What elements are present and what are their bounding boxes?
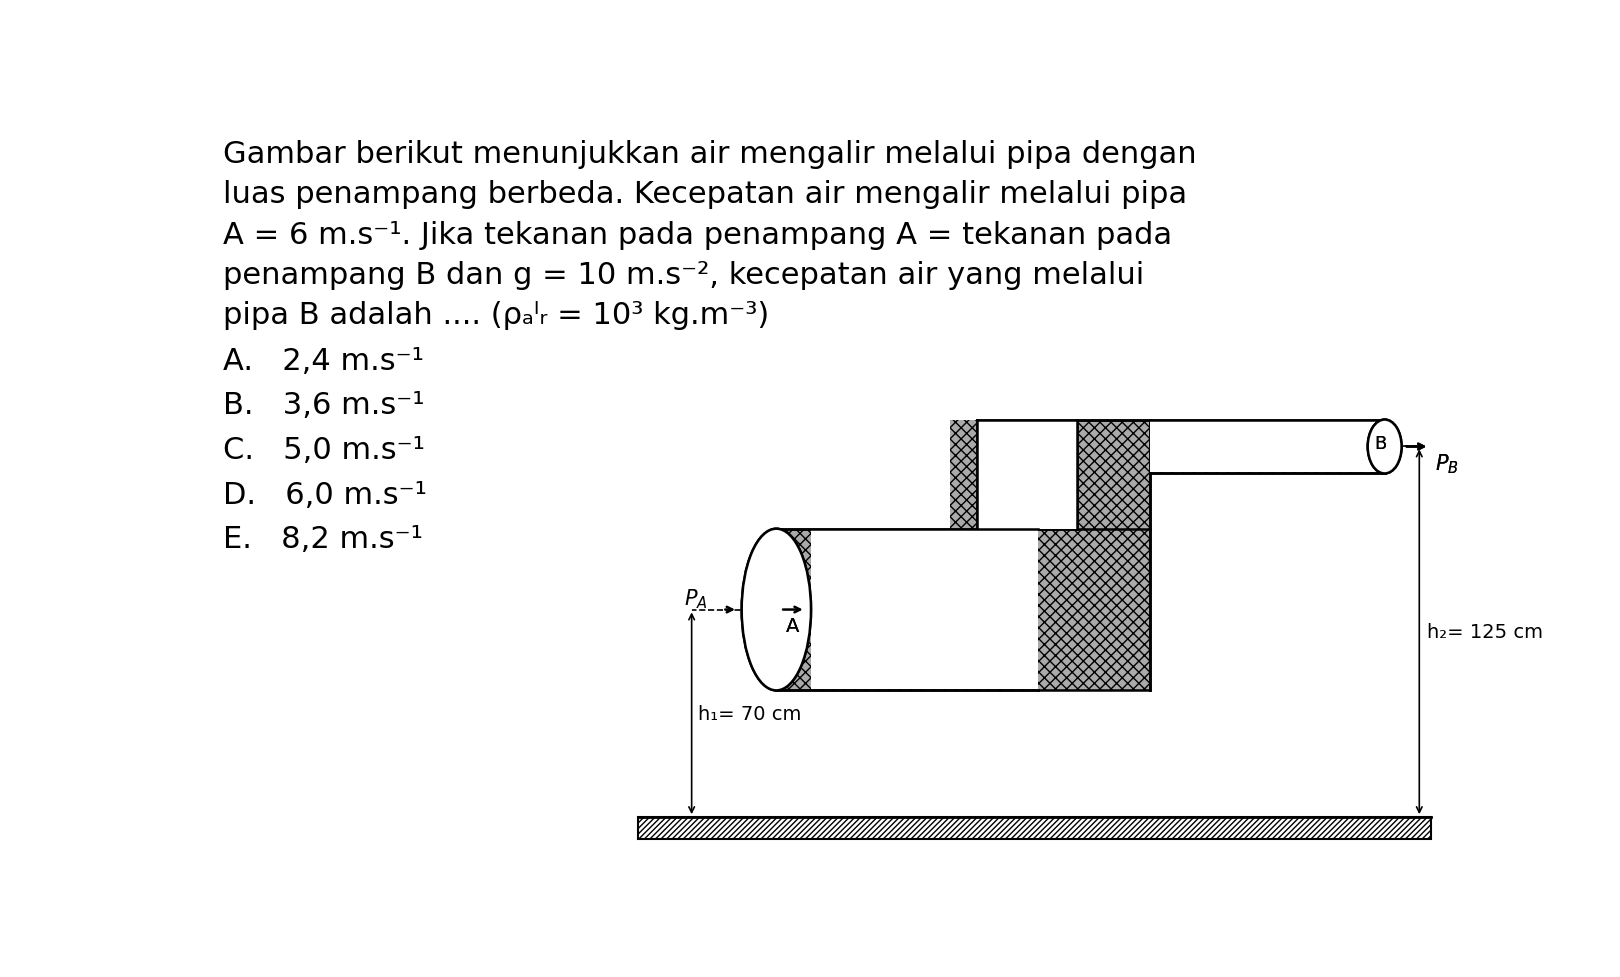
- Bar: [977, 420, 1077, 530]
- Text: B: B: [1375, 434, 1387, 452]
- Text: $P_A$: $P_A$: [684, 586, 708, 611]
- Text: $P_B$: $P_B$: [1435, 452, 1458, 476]
- Text: B.   3,6 m.s⁻¹: B. 3,6 m.s⁻¹: [224, 391, 424, 420]
- Text: A.   2,4 m.s⁻¹: A. 2,4 m.s⁻¹: [224, 347, 424, 375]
- Text: penampang B dan g = 10 m.s⁻², kecepatan air yang melalui: penampang B dan g = 10 m.s⁻², kecepatan …: [224, 260, 1145, 289]
- Ellipse shape: [1367, 420, 1401, 474]
- Text: $P_B$: $P_B$: [1435, 452, 1458, 476]
- Text: h₂= 125 cm: h₂= 125 cm: [1427, 622, 1542, 642]
- Ellipse shape: [742, 530, 812, 691]
- Text: E.   8,2 m.s⁻¹: E. 8,2 m.s⁻¹: [224, 525, 423, 554]
- Text: B: B: [1375, 434, 1387, 452]
- Ellipse shape: [1367, 420, 1401, 474]
- Bar: [812, 531, 1038, 689]
- Bar: [949, 420, 977, 530]
- Text: luas penampang berbeda. Kecepatan air mengalir melalui pipa: luas penampang berbeda. Kecepatan air me…: [224, 181, 1187, 209]
- Bar: [1077, 420, 1150, 530]
- Bar: [638, 817, 1430, 839]
- Bar: [1038, 530, 1150, 691]
- Text: C.   5,0 m.s⁻¹: C. 5,0 m.s⁻¹: [224, 436, 426, 465]
- Text: pipa B adalah .... (ρₐᴵᵣ = 10³ kg.m⁻³): pipa B adalah .... (ρₐᴵᵣ = 10³ kg.m⁻³): [224, 300, 770, 329]
- Bar: [1150, 422, 1385, 473]
- Text: Gambar berikut menunjukkan air mengalir melalui pipa dengan: Gambar berikut menunjukkan air mengalir …: [224, 141, 1197, 169]
- Text: A: A: [786, 616, 799, 635]
- Text: A: A: [786, 616, 799, 635]
- Text: h₁= 70 cm: h₁= 70 cm: [698, 704, 802, 723]
- Text: D.   6,0 m.s⁻¹: D. 6,0 m.s⁻¹: [224, 481, 428, 509]
- Text: A = 6 m.s⁻¹. Jika tekanan pada penampang A = tekanan pada: A = 6 m.s⁻¹. Jika tekanan pada penampang…: [224, 221, 1173, 249]
- Ellipse shape: [742, 530, 812, 691]
- Bar: [1150, 420, 1385, 474]
- Bar: [776, 530, 1038, 691]
